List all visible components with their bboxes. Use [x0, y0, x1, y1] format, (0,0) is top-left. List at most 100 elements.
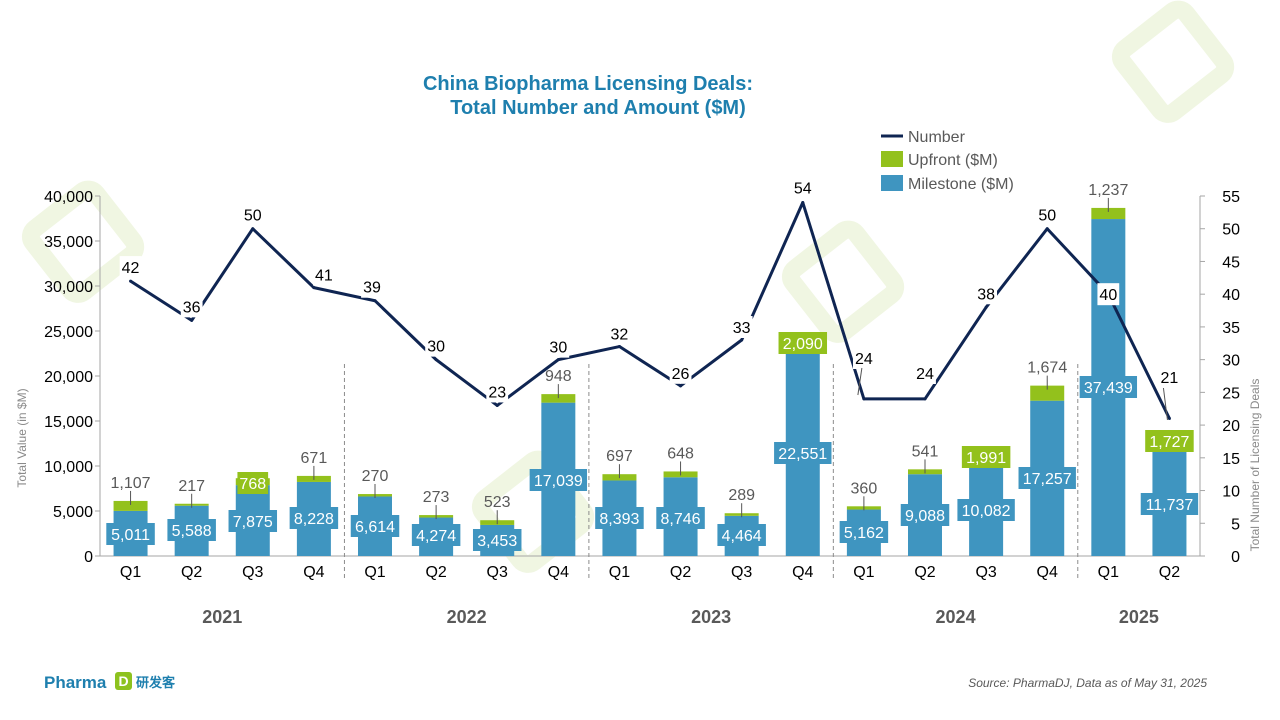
- number-value-label: 41: [315, 268, 333, 285]
- milestone-label-box: [1140, 493, 1199, 515]
- x-tick-label: Q4: [792, 564, 813, 581]
- number-point: [1167, 417, 1171, 421]
- milestone-value-label: 11,737: [1146, 497, 1194, 514]
- milestone-value-label: 8,393: [599, 511, 639, 528]
- number-value-label: 30: [427, 339, 445, 356]
- x-tick-label: Q2: [914, 564, 935, 581]
- y2-tick-label: 0: [1231, 549, 1240, 566]
- y2-tick-label: 20: [1222, 418, 1240, 435]
- number-point: [801, 201, 805, 205]
- number-label-box: [669, 361, 692, 384]
- y2-tick-label: 50: [1222, 222, 1240, 239]
- number-point: [312, 286, 316, 290]
- brand-logo: Pharma D 研发客: [44, 672, 176, 692]
- watermark-mark: [1111, 0, 1235, 123]
- number-label-box: [608, 322, 631, 345]
- number-point: [434, 358, 438, 362]
- milestone-value-label: 10,082: [962, 503, 1011, 520]
- milestone-label-box: [1079, 376, 1138, 398]
- number-point: [923, 397, 927, 401]
- upfront-value-label: 697: [606, 448, 633, 465]
- y2-tick-label: 15: [1222, 451, 1240, 468]
- number-series-line: [129, 201, 1171, 420]
- bars: [113, 207, 1187, 556]
- upfront-value-label: 289: [728, 487, 755, 504]
- x-tick-label: Q4: [303, 564, 324, 581]
- y-tick-label: 30,000: [44, 279, 93, 296]
- upfront-bar: [113, 500, 148, 511]
- upfront-value-label: 671: [301, 450, 328, 467]
- number-label-box: [1158, 366, 1181, 388]
- year-group-label: 2022: [447, 607, 487, 627]
- y2-tick-label: 5: [1231, 516, 1240, 533]
- data-labels: 5,011 5,588 7,875 8,228 6,614 4,274 3,453 17,03…: [106, 176, 1199, 551]
- upfront-value-label: 1,674: [1027, 360, 1067, 377]
- number-label-box: [730, 316, 753, 338]
- number-point: [251, 227, 255, 231]
- number-label-box: [361, 275, 383, 298]
- year-group-label: 2025: [1119, 607, 1159, 627]
- x-tick-label: Q2: [181, 564, 202, 581]
- number-point: [740, 338, 744, 342]
- x-tick-label: Q2: [425, 564, 446, 581]
- upfront-bar: [1030, 385, 1065, 401]
- number-label-box: [425, 334, 448, 357]
- y2-tick-label: 25: [1222, 385, 1240, 402]
- x-tick-label: Q3: [487, 564, 508, 581]
- upfront-value-label: 768: [239, 476, 266, 493]
- legend-upfront-swatch: [881, 151, 903, 167]
- upfront-bar: [1091, 207, 1126, 220]
- number-value-label: 38: [977, 286, 995, 303]
- milestone-value-label: 5,011: [111, 527, 150, 544]
- milestone-label-box: [411, 524, 461, 546]
- upfront-value-label: 648: [667, 445, 694, 462]
- watermark-mark: [21, 180, 145, 303]
- number-value-label: 54: [794, 181, 812, 198]
- y2-tick-label: 30: [1222, 353, 1240, 370]
- milestone-value-label: 17,039: [534, 473, 583, 490]
- y-axis-title: Total Value (in $M): [15, 388, 29, 487]
- year-group-label: 2023: [691, 607, 731, 627]
- year-group-label: 2024: [936, 607, 976, 627]
- x-tick-label: Q1: [609, 564, 630, 581]
- legend-milestone-label: Milestone ($M): [908, 176, 1014, 193]
- number-label-box: [852, 347, 875, 369]
- milestone-value-label: 8,228: [294, 511, 334, 528]
- number-value-label: 21: [1161, 370, 1179, 387]
- milestone-value-label: 4,274: [416, 528, 456, 545]
- number-value-label: 36: [183, 299, 201, 316]
- number-label-box: [975, 282, 998, 305]
- number-value-label: 42: [122, 260, 140, 277]
- upfront-value-label: 541: [912, 443, 939, 460]
- milestone-value-label: 37,439: [1084, 380, 1133, 397]
- y-tick-label: 15,000: [44, 414, 93, 431]
- y-tick-label: 40,000: [44, 189, 93, 206]
- number-point: [373, 299, 377, 303]
- number-value-label: 24: [916, 366, 934, 383]
- chart-title: China Biopharma Licensing Deals:: [423, 73, 753, 95]
- number-value-label: 24: [855, 351, 873, 368]
- milestone-label-box: [529, 469, 588, 491]
- brand-name: Pharma: [44, 673, 107, 692]
- milestone-label-box: [717, 524, 766, 546]
- milestone-label-box: [900, 504, 950, 526]
- brand-mark-letter: D: [118, 673, 128, 689]
- legend-milestone-swatch: [881, 175, 903, 191]
- x-tick-label: Q3: [242, 564, 263, 581]
- upfront-value-label: 1,237: [1088, 182, 1128, 199]
- y2-tick-label: 35: [1222, 320, 1240, 337]
- milestone-label-box: [350, 515, 400, 537]
- number-value-label: 39: [363, 280, 381, 297]
- number-label-box: [914, 362, 936, 384]
- number-label-box: [547, 335, 570, 358]
- number-value-label: 33: [733, 320, 751, 337]
- milestone-label-box: [839, 521, 889, 543]
- upfront-value-label: 360: [851, 480, 878, 497]
- milestone-label-box: [1018, 467, 1076, 489]
- milestone-label-box: [774, 442, 832, 464]
- y2-axis-title: Total Number of Licensing Deals: [1248, 379, 1262, 552]
- number-point: [862, 397, 866, 401]
- milestone-value-label: 3,453: [477, 533, 517, 550]
- number-point: [617, 345, 621, 349]
